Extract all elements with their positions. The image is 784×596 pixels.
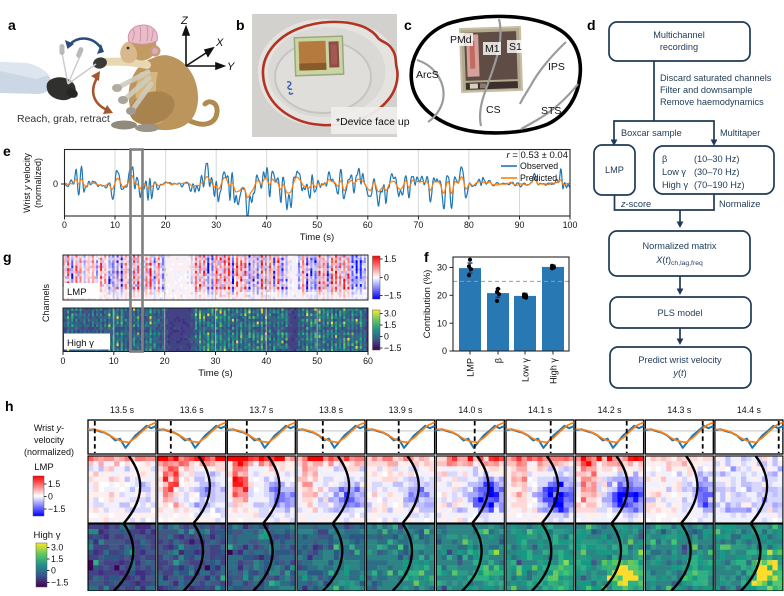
svg-text:−1.5: −1.5 xyxy=(384,291,401,301)
svg-text:50: 50 xyxy=(312,356,322,366)
svg-text:13.5 s: 13.5 s xyxy=(110,405,135,415)
svg-text:−1.5: −1.5 xyxy=(51,578,68,588)
svg-text:β: β xyxy=(662,154,667,164)
svg-text:20: 20 xyxy=(437,291,447,301)
svg-text:a: a xyxy=(8,17,16,33)
svg-text:30: 30 xyxy=(211,220,221,230)
svg-text:−1.5: −1.5 xyxy=(384,343,401,353)
svg-text:Filter and downsample: Filter and downsample xyxy=(660,85,752,95)
svg-text:Time (s): Time (s) xyxy=(198,368,232,379)
svg-text:50: 50 xyxy=(312,220,322,230)
svg-text:13.6 s: 13.6 s xyxy=(180,405,205,415)
svg-text:f: f xyxy=(424,249,429,265)
svg-text:Y: Y xyxy=(227,61,235,73)
svg-text:Wrist y-: Wrist y- xyxy=(34,423,64,433)
svg-text:ArcS: ArcS xyxy=(416,69,439,81)
svg-text:Contribution (%): Contribution (%) xyxy=(422,270,433,339)
svg-text:70: 70 xyxy=(414,220,424,230)
svg-text:X: X xyxy=(215,37,224,49)
svg-text:LMP: LMP xyxy=(466,358,476,377)
svg-text:IPS: IPS xyxy=(548,61,565,73)
svg-text:1.5: 1.5 xyxy=(384,320,396,330)
svg-text:1.5: 1.5 xyxy=(48,479,60,489)
svg-text:0: 0 xyxy=(61,356,66,366)
svg-text:Channels: Channels xyxy=(41,283,51,322)
svg-text:30: 30 xyxy=(211,356,221,366)
svg-text:PMd: PMd xyxy=(450,34,472,46)
svg-text:velocity: velocity xyxy=(34,435,65,445)
svg-text:Multichannel: Multichannel xyxy=(653,30,705,40)
svg-text:M1: M1 xyxy=(485,43,500,55)
svg-text:Z: Z xyxy=(180,15,189,27)
svg-text:S1: S1 xyxy=(509,41,522,53)
svg-text:3.0: 3.0 xyxy=(384,309,396,319)
svg-text:LMP: LMP xyxy=(605,165,624,175)
svg-text:Wrist y velocity: Wrist y velocity xyxy=(22,153,32,213)
svg-text:60: 60 xyxy=(363,356,373,366)
svg-text:y(t): y(t) xyxy=(672,368,686,378)
svg-text:STS: STS xyxy=(541,105,561,117)
svg-text:0: 0 xyxy=(51,566,56,576)
svg-text:80: 80 xyxy=(464,220,474,230)
svg-text:*Device face up: *Device face up xyxy=(336,116,410,128)
svg-text:0: 0 xyxy=(53,179,58,189)
svg-text:60: 60 xyxy=(363,220,373,230)
svg-text:β: β xyxy=(494,358,504,363)
svg-text:r = 0.53 ± 0.04: r = 0.53 ± 0.04 xyxy=(507,150,568,161)
svg-text:High γ: High γ xyxy=(662,180,688,190)
svg-text:d: d xyxy=(587,17,596,33)
svg-text:Predicted: Predicted xyxy=(520,173,557,183)
svg-text:−1.5: −1.5 xyxy=(48,504,65,514)
svg-text:30: 30 xyxy=(437,263,447,273)
svg-text:(70–190 Hz): (70–190 Hz) xyxy=(694,180,745,190)
svg-text:Low γ: Low γ xyxy=(662,167,686,177)
svg-text:0: 0 xyxy=(62,220,67,230)
svg-text:LMP: LMP xyxy=(67,287,87,298)
svg-text:40: 40 xyxy=(262,220,272,230)
svg-text:20: 20 xyxy=(160,356,170,366)
svg-text:1.5: 1.5 xyxy=(384,254,396,264)
svg-text:h: h xyxy=(5,398,14,414)
svg-text:Discard saturated channels: Discard saturated channels xyxy=(660,73,772,83)
svg-text:0: 0 xyxy=(48,492,53,502)
svg-text:e: e xyxy=(3,143,11,159)
svg-text:3.0: 3.0 xyxy=(51,543,63,553)
svg-text:LMP: LMP xyxy=(34,462,54,473)
svg-text:10: 10 xyxy=(437,318,447,328)
svg-text:g: g xyxy=(3,249,12,265)
svg-text:(30–70 Hz): (30–70 Hz) xyxy=(694,167,739,177)
svg-text:Observed: Observed xyxy=(520,161,558,171)
svg-text:20: 20 xyxy=(161,220,171,230)
svg-text:High γ: High γ xyxy=(549,358,559,384)
svg-text:Remove haemodynamics: Remove haemodynamics xyxy=(660,97,764,107)
svg-text:Low γ: Low γ xyxy=(521,358,531,382)
svg-text:High γ: High γ xyxy=(34,530,61,541)
svg-text:40: 40 xyxy=(261,356,271,366)
svg-text:CS: CS xyxy=(486,104,501,116)
svg-text:0: 0 xyxy=(442,346,447,356)
svg-text:Boxcar sample: Boxcar sample xyxy=(621,128,682,138)
svg-text:Multitaper: Multitaper xyxy=(720,128,760,138)
svg-text:PLS model: PLS model xyxy=(658,308,703,318)
svg-text:High γ: High γ xyxy=(67,338,94,349)
svg-text:10: 10 xyxy=(109,356,119,366)
svg-text:90: 90 xyxy=(515,220,525,230)
svg-text:100: 100 xyxy=(563,220,578,230)
svg-text:1.5: 1.5 xyxy=(51,554,63,564)
svg-text:(normalized): (normalized) xyxy=(24,447,74,457)
svg-text:b: b xyxy=(236,17,245,33)
svg-text:0: 0 xyxy=(384,332,389,342)
svg-text:c: c xyxy=(404,17,412,33)
svg-text:10: 10 xyxy=(110,220,120,230)
svg-text:Predict wrist velocity: Predict wrist velocity xyxy=(638,355,722,365)
svg-text:Normalize: Normalize xyxy=(719,199,760,209)
svg-text:Normalized matrix: Normalized matrix xyxy=(642,241,716,251)
svg-text:(10–30 Hz): (10–30 Hz) xyxy=(694,154,739,164)
svg-text:Time (s): Time (s) xyxy=(300,232,334,243)
svg-text:0: 0 xyxy=(384,273,389,283)
svg-text:(normalized): (normalized) xyxy=(33,158,43,208)
svg-text:z-score: z-score xyxy=(620,199,651,209)
svg-text:Reach, grab, retract: Reach, grab, retract xyxy=(17,113,110,125)
svg-text:recording: recording xyxy=(660,42,698,52)
